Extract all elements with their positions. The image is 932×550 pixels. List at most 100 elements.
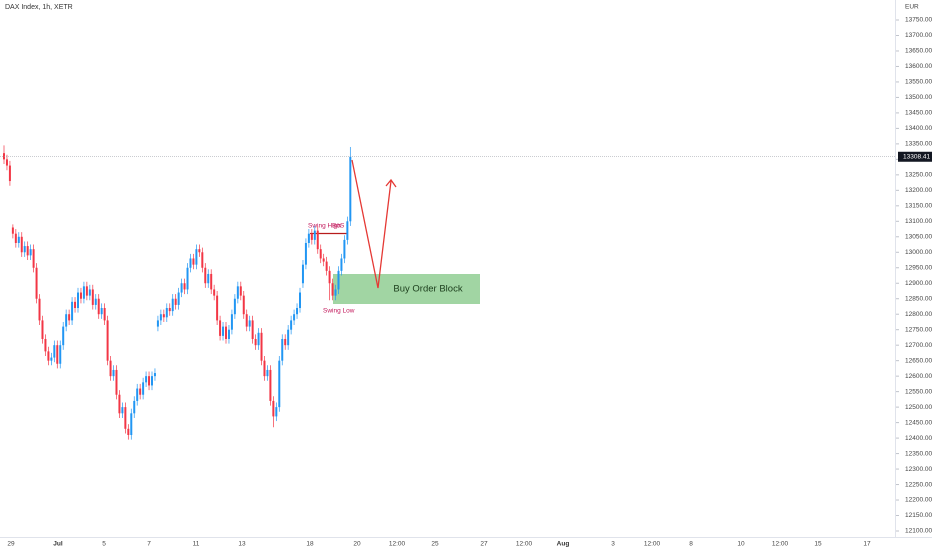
candle-body [100,308,103,315]
last-price-label: 13308.41 [903,153,930,160]
candle-body [316,230,319,250]
candle-body [192,258,195,265]
y-tick-label: 12950.00 [905,264,932,271]
y-tick-label: 13550.00 [905,79,932,86]
y-tick-label: 12150.00 [905,512,932,519]
candle-body [94,298,97,305]
x-tick-label: 12:00 [644,541,661,548]
x-tick-label: 15 [814,541,822,548]
candle-body [343,239,346,259]
y-tick-label: 13150.00 [905,203,932,210]
candle-body [109,360,112,377]
y-tick-label: 13050.00 [905,234,932,241]
candle-body [121,407,124,414]
x-tick-label: 3 [611,541,615,548]
candle-body [139,388,142,395]
candle-body [204,267,207,284]
candle-body [239,286,242,296]
y-tick-label: 13100.00 [905,218,932,225]
x-tick-label: 10 [737,541,745,548]
candle-body [272,400,275,417]
candle-body [313,230,316,240]
y-tick-label: 12250.00 [905,481,932,488]
currency-label: EUR [905,4,919,11]
candle-body [68,314,71,321]
candle-body [213,289,216,296]
y-tick-label: 12500.00 [905,404,932,411]
candle-body [266,369,269,377]
candle-body [236,286,239,299]
candle-body [198,249,201,253]
x-tick-label: 7 [147,541,151,548]
candle-body [32,249,35,268]
candle-body [62,326,65,346]
y-tick-label: 12750.00 [905,326,932,333]
candle-body [168,308,171,312]
y-tick-label: 13000.00 [905,249,932,256]
candle-body [91,289,94,305]
candle-body [201,252,204,268]
y-tick-label: 12650.00 [905,357,932,364]
y-tick-label: 13700.00 [905,32,932,39]
candle-body [281,338,284,361]
candle-body [269,369,272,401]
candle-body [251,320,254,339]
projection-arrow [351,159,392,289]
candle-body [334,289,337,296]
plot-area: Buy Order Block Swing High BoS Swing Low [3,145,480,440]
y-tick-label: 13400.00 [905,125,932,132]
candle-body [14,233,17,243]
x-tick-label: 20 [353,541,361,548]
candle-body [296,308,299,315]
candle-body [233,298,236,315]
y-tick-label: 13600.00 [905,63,932,70]
candle-body [142,382,145,395]
x-tick-label: 12:00 [772,541,789,548]
candle-body [230,314,233,330]
candle-body [115,369,118,395]
y-tick-label: 13350.00 [905,141,932,148]
candle-body [207,273,210,284]
candle-body [53,345,56,358]
candle-body [245,314,248,327]
bos-label: BoS [332,223,345,230]
chart-title: DAX Index, 1h, XETR [5,4,73,11]
candle-body [127,428,130,435]
candle-body [3,153,5,160]
x-tick-label: 12:00 [516,541,533,548]
candle-body [82,286,85,299]
y-tick-label: 12800.00 [905,311,932,318]
candle-body [216,295,219,321]
candle-body [130,413,133,435]
candle-body [29,249,32,256]
candle-body [310,233,313,240]
candle-body [219,320,222,336]
candle-body [74,301,77,309]
candle-body [319,249,322,259]
candle-body [293,314,296,321]
y-tick-label: 13500.00 [905,94,932,101]
candle-body [331,283,334,296]
x-tick-label: Jul [53,541,63,548]
candle-body [124,407,127,429]
candle-body [85,286,88,296]
candle-body [118,394,121,414]
y-tick-label: 12300.00 [905,466,932,473]
arrow-head [385,178,397,188]
candle-body [20,236,23,253]
candle-body [136,388,139,401]
candle-body [304,242,307,265]
candle-body [23,246,26,253]
candle-body [290,320,293,330]
candle-body [88,289,91,296]
candle-body [340,258,343,271]
candle-body [287,329,290,346]
x-tick-label: 18 [306,541,314,548]
candle-body [159,314,162,321]
candle-body [254,338,257,346]
candle-body [153,373,156,377]
order-block-zone [333,274,480,304]
candle-body [299,292,301,309]
candle-body [174,298,177,305]
